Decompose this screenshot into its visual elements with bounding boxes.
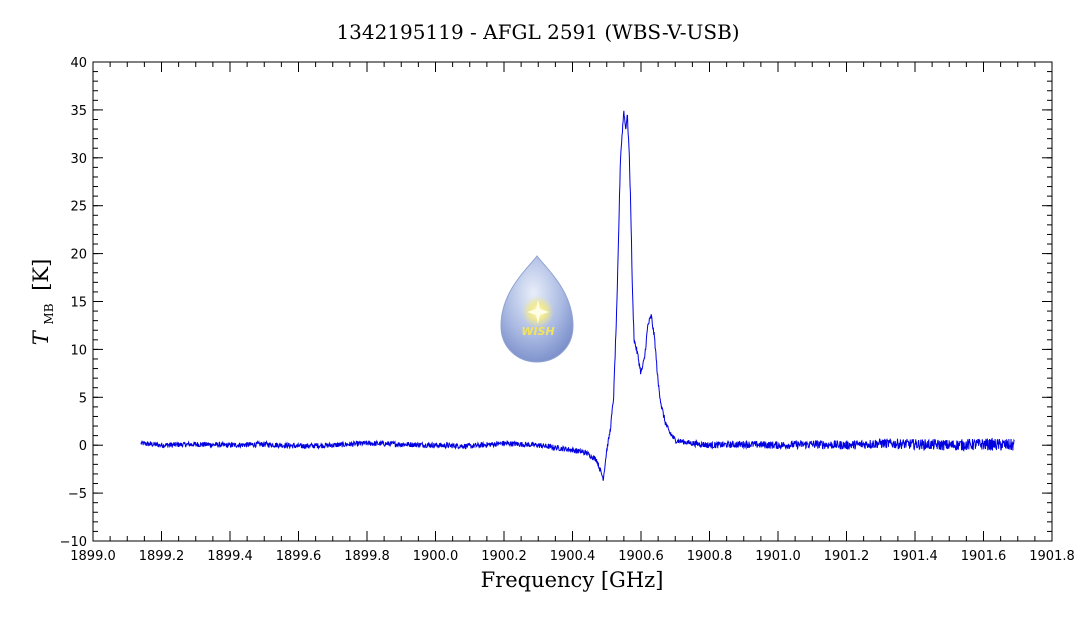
y-tick-label: 40 xyxy=(70,56,87,71)
y-tick-label: 30 xyxy=(70,152,87,167)
x-tick-label: 1901.2 xyxy=(824,549,870,564)
y-axis-subscript: MB xyxy=(42,303,56,324)
y-axis-unit: [K] xyxy=(29,259,53,291)
wish-logo-text: WISH xyxy=(521,325,554,338)
chart-title: 1342195119 - AFGL 2591 (WBS-V-USB) xyxy=(336,20,739,44)
y-tick-labels: −10 −5 0 5 10 15 20 25 30 35 40 xyxy=(60,56,87,550)
x-tick-label: 1901.4 xyxy=(892,549,938,564)
spectrum-line xyxy=(140,110,1015,481)
y-tick-label: −5 xyxy=(68,487,87,502)
x-tick-label: 1900.6 xyxy=(618,549,664,564)
x-tick-label: 1900.8 xyxy=(687,549,733,564)
y-tick-label: 5 xyxy=(79,391,87,406)
x-axis-label: Frequency [GHz] xyxy=(481,568,664,592)
x-tick-label: 1900.0 xyxy=(413,549,459,564)
ticks-group xyxy=(92,61,1053,542)
x-tick-label: 1901.8 xyxy=(1029,549,1075,564)
y-axis-symbol: T xyxy=(29,329,53,345)
wish-logo: WISH xyxy=(500,255,574,363)
wish-star-icon xyxy=(527,300,549,324)
y-tick-label: 25 xyxy=(70,200,87,215)
y-tick-label: 15 xyxy=(70,296,87,311)
x-tick-label: 1901.0 xyxy=(755,549,801,564)
x-tick-label: 1899.2 xyxy=(139,549,185,564)
x-tick-labels: 1899.0 1899.2 1899.4 1899.6 1899.8 1900.0 1900… xyxy=(70,549,1075,564)
x-tick-label: 1900.4 xyxy=(550,549,596,564)
x-tick-label: 1899.0 xyxy=(70,549,116,564)
y-tick-label: 10 xyxy=(70,343,87,358)
x-tick-label: 1899.6 xyxy=(276,549,322,564)
y-axis-label: T MB [K] xyxy=(29,259,58,346)
plot-frame xyxy=(92,61,1053,542)
x-tick-label: 1899.4 xyxy=(207,549,253,564)
x-tick-label: 1901.6 xyxy=(961,549,1007,564)
y-tick-label: 20 xyxy=(70,248,87,263)
x-tick-label: 1899.8 xyxy=(344,549,390,564)
y-tick-label: −10 xyxy=(60,535,87,550)
x-tick-label: 1900.2 xyxy=(481,549,527,564)
y-tick-label: 0 xyxy=(79,439,87,454)
svg-text:T MB [K]: T MB [K] xyxy=(29,259,58,346)
y-tick-label: 35 xyxy=(70,104,87,119)
